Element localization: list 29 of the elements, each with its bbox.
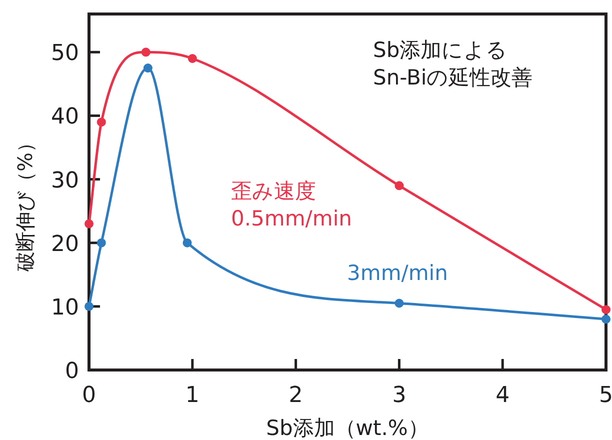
- point: [96, 118, 106, 127]
- x-tick-label: 3: [392, 383, 406, 408]
- x-tick-label: 2: [288, 383, 303, 408]
- point: [96, 238, 106, 248]
- y-tick-label: 50: [51, 41, 79, 66]
- point: [394, 181, 404, 190]
- x-axis-title: Sb添加（wt.%）: [266, 416, 429, 440]
- point: [394, 298, 404, 308]
- y-tick-label: 20: [51, 232, 79, 257]
- point: [182, 238, 192, 248]
- point: [141, 48, 150, 57]
- y-tick-label: 40: [51, 104, 79, 130]
- series-label: 3mm/min: [347, 261, 448, 285]
- y-axis-title: 破断伸び（%）: [13, 132, 37, 273]
- y-tick-label: 0: [65, 359, 79, 384]
- y-tick-label: 10: [51, 295, 79, 320]
- point: [84, 219, 94, 228]
- x-tick-label: 0: [82, 383, 96, 408]
- text: Sb添加による Sn-Biの延性改善: [373, 38, 533, 90]
- point: [143, 64, 152, 73]
- y-tick-label: 30: [51, 168, 79, 194]
- point: [602, 305, 610, 314]
- point: [84, 302, 94, 311]
- x-tick-label: 5: [599, 383, 612, 408]
- point: [602, 314, 610, 324]
- series-label: 歪み速度 0.5mm/min: [231, 179, 352, 230]
- x-tick-label: 1: [185, 383, 200, 408]
- x-tick-label: 4: [496, 383, 510, 408]
- point: [188, 54, 197, 63]
